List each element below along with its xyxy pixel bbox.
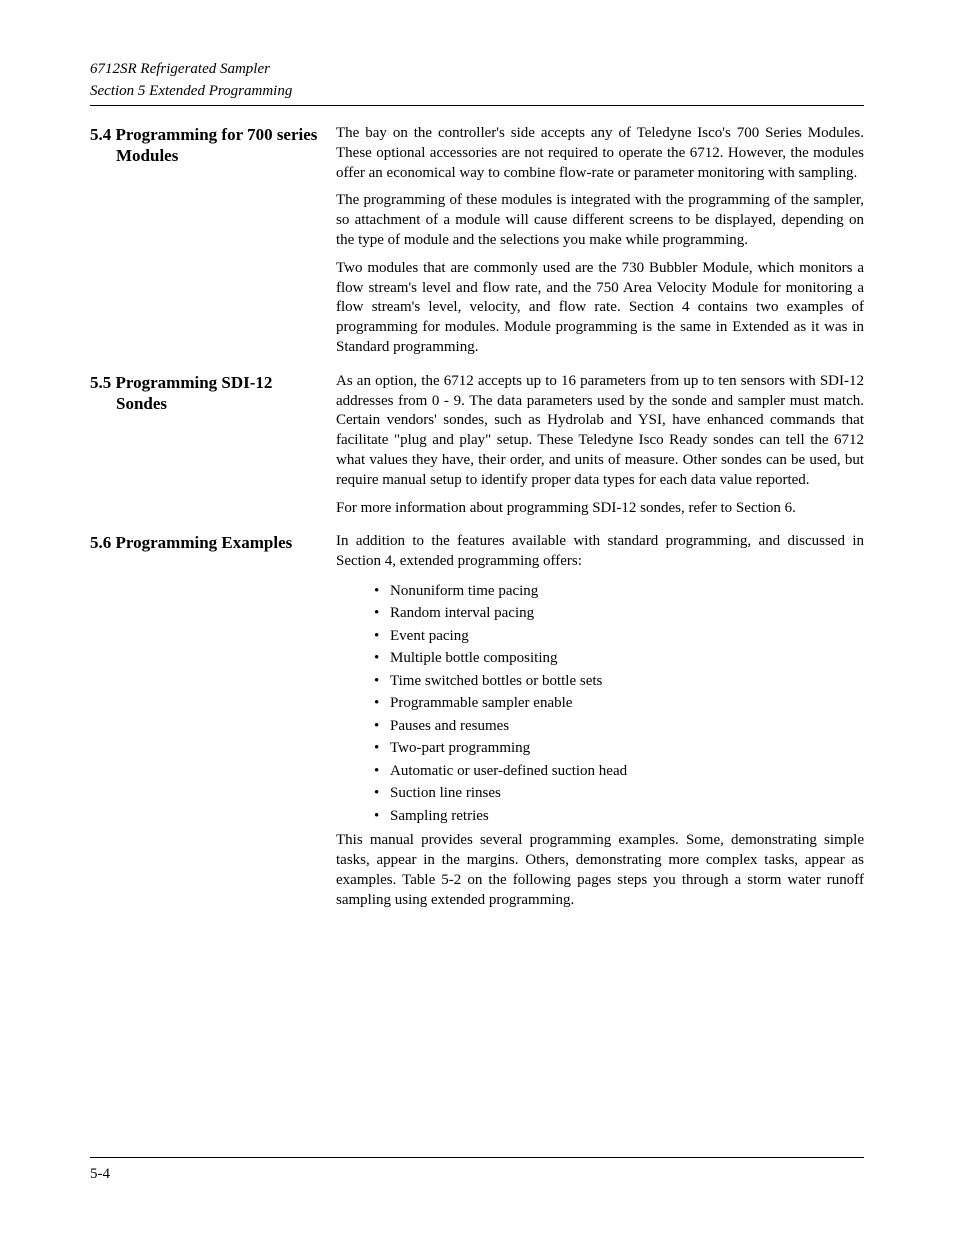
section-5-5-para-1: As an option, the 6712 accepts up to 16 … — [336, 372, 864, 491]
list-item: Suction line rinses — [390, 782, 864, 805]
list-item: Automatic or user-defined suction head — [390, 760, 864, 783]
section-5-4-para-1: The bay on the controller's side accepts… — [336, 124, 864, 183]
header-line-1: 6712SR Refrigerated Sampler — [90, 60, 864, 80]
list-item: Multiple bottle compositing — [390, 647, 864, 670]
header-line-2: Section 5 Extended Programming — [90, 82, 864, 102]
list-item: Random interval pacing — [390, 602, 864, 625]
section-title-5-4: 5.4 Programming for 700 series Modules — [116, 124, 320, 167]
section-5-5-para-2: For more information about programming S… — [336, 499, 864, 519]
list-item: Event pacing — [390, 625, 864, 648]
section-title-5-5: 5.5 Programming SDI-12 Sondes — [116, 372, 320, 415]
section-5-6-intro: In addition to the features available wi… — [336, 532, 864, 572]
list-item: Pauses and resumes — [390, 715, 864, 738]
list-item: Nonuniform time pacing — [390, 580, 864, 603]
list-item: Programmable sampler enable — [390, 692, 864, 715]
list-item: Two-part programming — [390, 737, 864, 760]
footer: 5-4 — [90, 1157, 864, 1183]
footer-rule — [90, 1157, 864, 1158]
section-5-4-para-2: The programming of these modules is inte… — [336, 191, 864, 250]
section-5-4-para-3: Two modules that are commonly used are t… — [336, 259, 864, 358]
section-5-6-bullet-list: Nonuniform time pacing Random interval p… — [336, 580, 864, 828]
list-item: Sampling retries — [390, 805, 864, 828]
section-title-5-6: 5.6 Programming Examples — [116, 532, 320, 553]
section-5-6-closing: This manual provides several programming… — [336, 831, 864, 910]
page-number: 5-4 — [90, 1166, 864, 1183]
header-rule — [90, 105, 864, 106]
list-item: Time switched bottles or bottle sets — [390, 670, 864, 693]
